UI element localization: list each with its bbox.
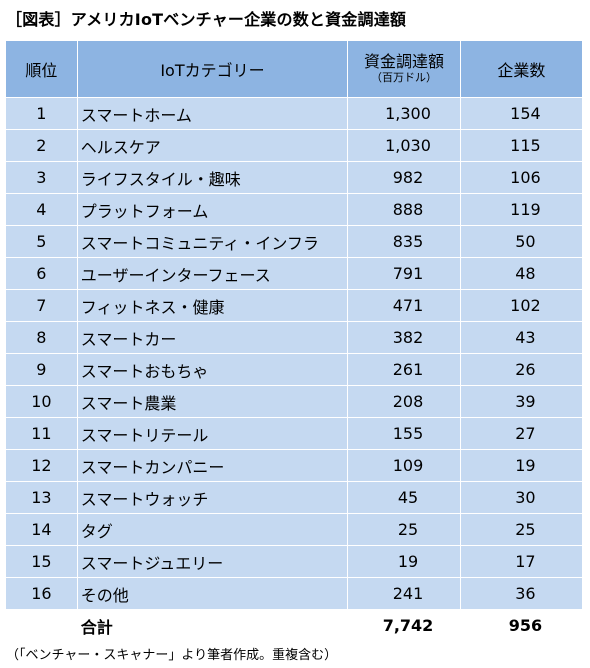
figure-title: ［図表］アメリカIoTベンチャー企業の数と資金調達額 bbox=[6, 10, 407, 29]
row-category: スマートカー bbox=[76, 321, 349, 354]
row-funds: 1,030 bbox=[347, 129, 461, 162]
header-rank: 順位 bbox=[5, 40, 78, 98]
row-count: 36 bbox=[459, 577, 584, 610]
row-rank: 15 bbox=[5, 545, 78, 578]
table-row: 2 ヘルスケア 1,030 115 bbox=[5, 129, 584, 162]
row-count: 102 bbox=[459, 289, 584, 322]
row-rank: 9 bbox=[5, 353, 78, 386]
row-rank: 2 bbox=[5, 129, 78, 162]
table-row: 9 スマートおもちゃ 261 26 bbox=[5, 353, 584, 386]
table-row: 5 スマートコミュニティ・インフラ 835 50 bbox=[5, 225, 584, 258]
row-funds: 241 bbox=[347, 577, 461, 610]
row-rank: 12 bbox=[5, 449, 78, 482]
row-count: 43 bbox=[459, 321, 584, 354]
row-funds: 1,300 bbox=[347, 97, 461, 130]
row-count: 30 bbox=[459, 481, 584, 514]
row-category: スマートカンパニー bbox=[76, 449, 349, 482]
row-funds: 109 bbox=[347, 449, 461, 482]
row-rank: 8 bbox=[5, 321, 78, 354]
row-count: 26 bbox=[459, 353, 584, 386]
row-rank: 11 bbox=[5, 417, 78, 450]
table-row: 1 スマートホーム 1,300 154 bbox=[5, 97, 584, 130]
total-spacer bbox=[5, 609, 78, 642]
row-funds: 471 bbox=[347, 289, 461, 322]
source-note: （「ベンチャー・スキャナー」より筆者作成。重複含む） bbox=[6, 648, 338, 663]
row-category: ヘルスケア bbox=[76, 129, 349, 162]
row-rank: 7 bbox=[5, 289, 78, 322]
row-funds: 155 bbox=[347, 417, 461, 450]
row-category: ユーザーインターフェース bbox=[76, 257, 349, 290]
header-count: 企業数 bbox=[459, 40, 584, 98]
row-category: スマートコミュニティ・インフラ bbox=[76, 225, 349, 258]
row-count: 25 bbox=[459, 513, 584, 546]
row-count: 50 bbox=[459, 225, 584, 258]
row-funds: 25 bbox=[347, 513, 461, 546]
table-row: 6 ユーザーインターフェース 791 48 bbox=[5, 257, 584, 290]
table-row: 13 スマートウォッチ 45 30 bbox=[5, 481, 584, 514]
row-count: 119 bbox=[459, 193, 584, 226]
row-funds: 382 bbox=[347, 321, 461, 354]
row-rank: 1 bbox=[5, 97, 78, 130]
row-funds: 208 bbox=[347, 385, 461, 418]
row-rank: 4 bbox=[5, 193, 78, 226]
row-count: 19 bbox=[459, 449, 584, 482]
row-category: フィットネス・健康 bbox=[76, 289, 349, 322]
table-row: 4 プラットフォーム 888 119 bbox=[5, 193, 584, 226]
row-funds: 19 bbox=[347, 545, 461, 578]
row-rank: 6 bbox=[5, 257, 78, 290]
table-row: 15 スマートジュエリー 19 17 bbox=[5, 545, 584, 578]
row-count: 106 bbox=[459, 161, 584, 194]
row-category: スマートおもちゃ bbox=[76, 353, 349, 386]
row-count: 115 bbox=[459, 129, 584, 162]
row-count: 27 bbox=[459, 417, 584, 450]
row-funds: 45 bbox=[347, 481, 461, 514]
row-count: 48 bbox=[459, 257, 584, 290]
row-rank: 10 bbox=[5, 385, 78, 418]
row-funds: 261 bbox=[347, 353, 461, 386]
table-body: 1 スマートホーム 1,300 154 2 ヘルスケア 1,030 115 3 ライフスタイル・趣… bbox=[5, 97, 584, 610]
iot-venture-table: 順位 IoTカテゴリー 資金調達額 （百万ドル） 企業数 1 スマートホーム 1,3… bbox=[5, 40, 584, 642]
table-row: 8 スマートカー 382 43 bbox=[5, 321, 584, 354]
row-category: その他 bbox=[76, 577, 349, 610]
table-row: 12 スマートカンパニー 109 19 bbox=[5, 449, 584, 482]
row-rank: 3 bbox=[5, 161, 78, 194]
header-funds-unit: （百万ドル） bbox=[370, 70, 437, 84]
row-category: スマートリテール bbox=[76, 417, 349, 450]
row-count: 39 bbox=[459, 385, 584, 418]
row-rank: 13 bbox=[5, 481, 78, 514]
total-row: 合計 7,742 956 bbox=[5, 609, 584, 642]
row-count: 154 bbox=[459, 97, 584, 130]
table-row: 10 スマート農業 208 39 bbox=[5, 385, 584, 418]
header-row: 順位 IoTカテゴリー 資金調達額 （百万ドル） 企業数 bbox=[5, 40, 584, 98]
table-row: 16 その他 241 36 bbox=[5, 577, 584, 610]
row-funds: 835 bbox=[347, 225, 461, 258]
total-label: 合計 bbox=[76, 609, 349, 642]
header-funds-label: 資金調達額 bbox=[363, 52, 444, 72]
table-row: 3 ライフスタイル・趣味 982 106 bbox=[5, 161, 584, 194]
row-category: スマートウォッチ bbox=[76, 481, 349, 514]
row-category: タグ bbox=[76, 513, 349, 546]
header-category: IoTカテゴリー bbox=[76, 40, 349, 98]
total-count: 956 bbox=[459, 609, 584, 642]
row-category: ライフスタイル・趣味 bbox=[76, 161, 349, 194]
row-category: プラットフォーム bbox=[76, 193, 349, 226]
row-category: スマートジュエリー bbox=[76, 545, 349, 578]
table-row: 7 フィットネス・健康 471 102 bbox=[5, 289, 584, 322]
row-category: スマート農業 bbox=[76, 385, 349, 418]
row-funds: 888 bbox=[347, 193, 461, 226]
row-category: スマートホーム bbox=[76, 97, 349, 130]
table-row: 11 スマートリテール 155 27 bbox=[5, 417, 584, 450]
row-funds: 791 bbox=[347, 257, 461, 290]
row-rank: 16 bbox=[5, 577, 78, 610]
row-count: 17 bbox=[459, 545, 584, 578]
row-funds: 982 bbox=[347, 161, 461, 194]
table-row: 14 タグ 25 25 bbox=[5, 513, 584, 546]
header-funds: 資金調達額 （百万ドル） bbox=[347, 40, 461, 98]
row-rank: 5 bbox=[5, 225, 78, 258]
total-funds: 7,742 bbox=[347, 609, 461, 642]
row-rank: 14 bbox=[5, 513, 78, 546]
